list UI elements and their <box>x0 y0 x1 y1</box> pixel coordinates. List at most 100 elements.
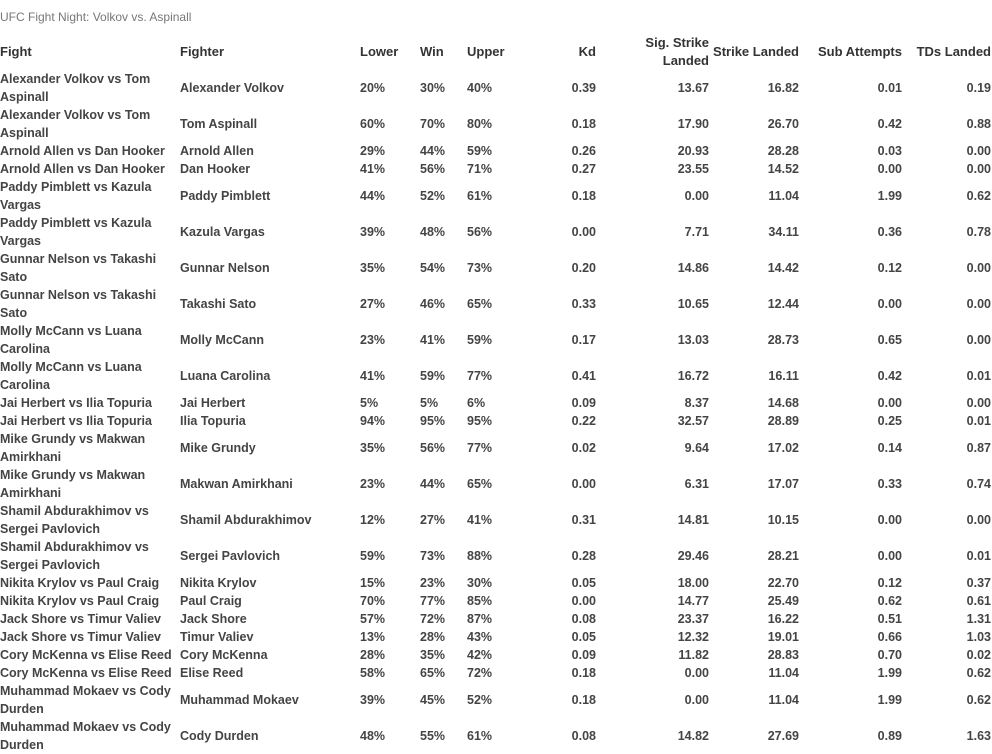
stat-cell: 46% <box>420 297 446 311</box>
fighter-cell: Gunnar Nelson <box>180 261 270 275</box>
stat-cell: 0.01 <box>966 414 991 428</box>
stat-cell: 41% <box>360 162 386 176</box>
stat-cell: 0.00 <box>684 189 709 203</box>
stat-cell: 56% <box>420 441 446 455</box>
stat-cell: 0.00 <box>684 666 709 680</box>
header-row: Fight Fighter Lower Win Upper Kd Sig. Strike L… <box>0 34 991 70</box>
stat-cell: 10.15 <box>767 513 799 527</box>
column-header: Fight <box>0 44 32 59</box>
stat-cell: 0.00 <box>877 162 902 176</box>
stat-cell: 77% <box>467 369 493 383</box>
stat-cell: 30% <box>467 576 493 590</box>
stat-cell: 1.99 <box>877 693 902 707</box>
column-header: Lower <box>360 44 399 59</box>
stat-cell: 12% <box>360 513 386 527</box>
fighter-cell: Sergei Pavlovich <box>180 549 281 563</box>
column-header: Win <box>420 44 444 59</box>
table-row: Molly McCann vs Luana Carolina Luana Caro… <box>0 358 991 394</box>
stat-cell: 13.03 <box>677 333 709 347</box>
stat-cell: 0.89 <box>877 729 902 743</box>
fight-cell: Cory McKenna vs Elise Reed <box>0 648 172 662</box>
table-row: Jai Herbert vs Ilia Topuria Jai Herbert 5%… <box>0 394 991 412</box>
stat-cell: 26.70 <box>767 117 799 131</box>
stat-cell: 61% <box>467 729 493 743</box>
stat-cell: 0.39 <box>571 81 596 95</box>
stat-cell: 65% <box>467 297 493 311</box>
stat-cell: 0.78 <box>966 225 991 239</box>
stat-cell: 28.83 <box>767 648 799 662</box>
stat-cell: 56% <box>467 225 493 239</box>
stat-cell: 0.62 <box>966 666 991 680</box>
table-row: Arnold Allen vs Dan Hooker Dan Hooker 41% 5… <box>0 160 991 178</box>
table-row: Shamil Abdurakhimov vs Sergei Pavlovich S… <box>0 502 991 538</box>
fight-cell: Cory McKenna vs Elise Reed <box>0 666 172 680</box>
stat-cell: 28% <box>360 648 386 662</box>
stat-cell: 0.05 <box>571 630 596 644</box>
stat-cell: 44% <box>420 144 446 158</box>
fight-cell: Nikita Krylov vs Paul Craig <box>0 576 160 590</box>
table-row: Gunnar Nelson vs Takashi Sato Gunnar Nels… <box>0 250 991 286</box>
stat-cell: 0.42 <box>877 117 902 131</box>
fight-cell: Jack Shore vs Timur Valiev <box>0 612 161 626</box>
fight-cell: Mike Grundy vs Makwan Amirkhani <box>0 432 146 464</box>
stat-cell: 0.00 <box>966 396 991 410</box>
fighter-cell: Ilia Topuria <box>180 414 246 428</box>
stat-cell: 11.04 <box>768 666 799 680</box>
fight-cell: Nikita Krylov vs Paul Craig <box>0 594 160 608</box>
fight-cell: Alexander Volkov vs Tom Aspinall <box>0 72 151 104</box>
fight-cell: Gunnar Nelson vs Takashi Sato <box>0 288 157 320</box>
stat-cell: 65% <box>420 666 446 680</box>
fight-cell: Gunnar Nelson vs Takashi Sato <box>0 252 157 284</box>
stat-cell: 0.02 <box>571 441 596 455</box>
fight-cell: Paddy Pimblett vs Kazula Vargas <box>0 180 152 212</box>
fight-cell: Muhammad Mokaev vs Cody Durden <box>0 720 171 752</box>
stat-cell: 0.00 <box>966 297 991 311</box>
stat-cell: 0.00 <box>877 549 902 563</box>
stat-cell: 0.00 <box>877 297 902 311</box>
stat-cell: 0.00 <box>966 513 991 527</box>
stat-cell: 73% <box>420 549 446 563</box>
table-row: Paddy Pimblett vs Kazula Vargas Kazula Va… <box>0 214 991 250</box>
stat-cell: 0.08 <box>571 729 596 743</box>
stat-cell: 71% <box>467 162 493 176</box>
stat-cell: 0.18 <box>571 693 596 707</box>
fight-cell: Molly McCann vs Luana Carolina <box>0 360 142 392</box>
table-row: Cory McKenna vs Elise Reed Elise Reed 58% 6… <box>0 664 991 682</box>
fighter-cell: Molly McCann <box>180 333 265 347</box>
table-row: Mike Grundy vs Makwan Amirkhani Makwan Am… <box>0 466 991 502</box>
stat-cell: 6% <box>467 396 486 410</box>
stat-cell: 0.19 <box>966 81 991 95</box>
column-header: TDs Landed <box>916 44 991 59</box>
stat-cell: 59% <box>420 369 446 383</box>
stat-cell: 0.61 <box>966 594 991 608</box>
stat-cell: 17.02 <box>767 441 799 455</box>
stat-cell: 1.99 <box>877 666 902 680</box>
table-row: Nikita Krylov vs Paul Craig Paul Craig 70%… <box>0 592 991 610</box>
stat-cell: 11.04 <box>768 189 799 203</box>
stat-cell: 11.04 <box>768 693 799 707</box>
fighter-cell: Dan Hooker <box>180 162 251 176</box>
column-header: Strike Landed <box>713 44 799 59</box>
fighter-cell: Jai Herbert <box>180 396 246 410</box>
stat-cell: 5% <box>420 396 439 410</box>
stat-cell: 18.00 <box>677 576 709 590</box>
stat-cell: 59% <box>467 333 493 347</box>
table-row: Paddy Pimblett vs Kazula Vargas Paddy Pim… <box>0 178 991 214</box>
fight-cell: Shamil Abdurakhimov vs Sergei Pavlovich <box>0 540 149 572</box>
stat-cell: 77% <box>420 594 446 608</box>
table-row: Muhammad Mokaev vs Cody Durden Muhammad M… <box>0 682 991 718</box>
fight-cell: Jai Herbert vs Ilia Topuria <box>0 396 152 410</box>
stat-cell: 52% <box>420 189 446 203</box>
stat-cell: 16.11 <box>768 369 799 383</box>
stat-cell: 57% <box>360 612 386 626</box>
stat-cell: 0.28 <box>571 549 596 563</box>
table-row: Mike Grundy vs Makwan Amirkhani Mike Grun… <box>0 430 991 466</box>
stat-cell: 0.62 <box>877 594 902 608</box>
stat-cell: 20.93 <box>677 144 709 158</box>
fighter-cell: Jack Shore <box>180 612 247 626</box>
stat-cell: 41% <box>467 513 493 527</box>
fighter-cell: Timur Valiev <box>180 630 254 644</box>
stat-cell: 28.89 <box>767 414 799 428</box>
stat-cell: 15% <box>360 576 386 590</box>
